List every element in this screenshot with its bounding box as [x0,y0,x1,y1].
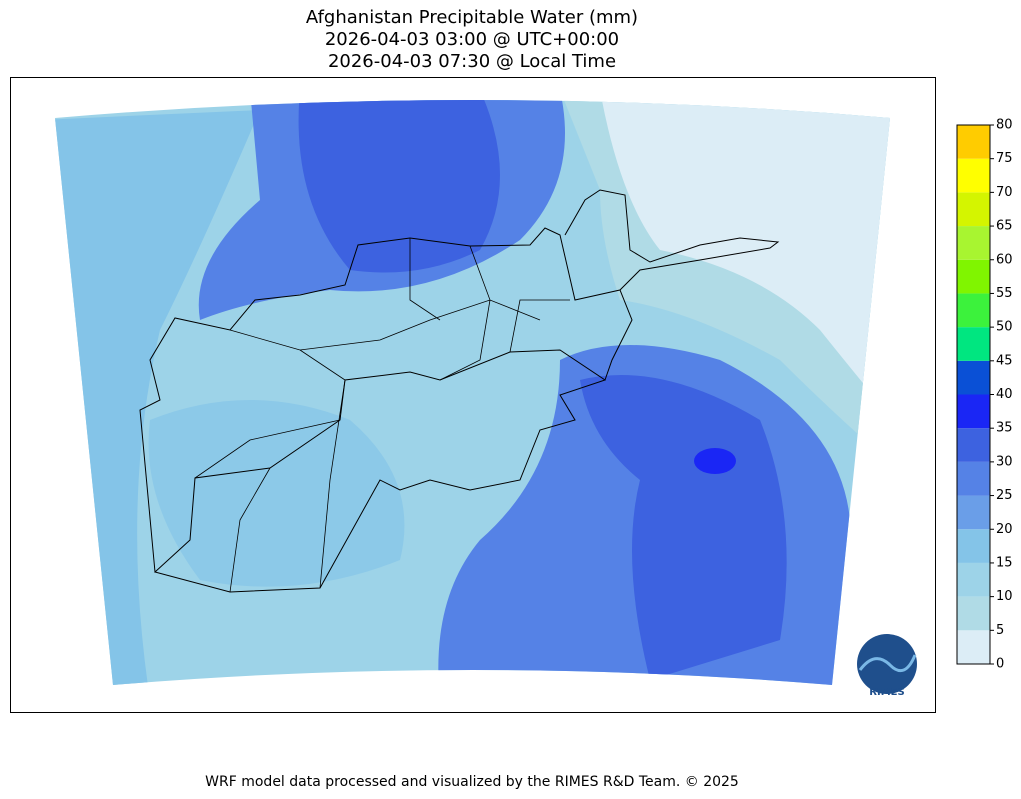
colorbar-segment [957,461,990,496]
colorbar-segment [957,192,990,227]
colorbar-segment [957,293,990,328]
map-field [55,100,890,685]
colorbar-segment [957,562,990,597]
colorbar-tick-label: 70 [996,185,1013,200]
colorbar-tick-label: 15 [996,555,1013,570]
title-line: 2026-04-03 07:30 @ Local Time [328,51,616,72]
colorbar-tick-label: 0 [996,657,1004,672]
colorbar-segment [957,158,990,193]
colorbar-segment [957,428,990,462]
logo-wave [858,654,917,673]
colorbar-segment [957,529,990,563]
colorbar-tick-label: 30 [996,454,1013,469]
colorbar-tick-label: 75 [996,151,1013,166]
colorbar-tick-label: 40 [996,387,1013,402]
footer: WRF model data processed and visualized … [205,774,739,790]
map-frame [10,77,936,713]
colorbar-tick-label: 25 [996,488,1013,503]
title-line: 2026-04-03 03:00 @ UTC+00:00 [325,29,619,50]
colorbar-segment [957,630,990,664]
colorbar-tick-label: 10 [996,589,1013,604]
colorbar-segment [957,360,990,395]
colorbar-segment [957,327,990,361]
colorbar-segment [957,596,990,631]
colorbar: 0 5 10 15 20 25 30 35 40 45 50 55 60 65 70 75 80 [956,118,1013,672]
colorbar-tick-label: 65 [996,219,1013,234]
colorbar-tick-label: 80 [996,118,1013,133]
colorbar-segment [957,495,990,530]
colorbar-segment [957,394,990,429]
colorbar-tick-label: 35 [996,421,1013,436]
country-border [139,227,633,593]
logo-text: RIMES [869,687,904,698]
province-border [194,238,570,593]
colorbar-tick-label: 50 [996,320,1013,335]
title-line: Afghanistan Precipitable Water (mm) [306,7,638,28]
colorbar-tick-label: 45 [996,353,1013,368]
border-line [564,189,780,291]
colorbar-tick-label: 20 [996,522,1013,537]
colorbar-tick-label: 60 [996,252,1013,267]
colorbar-segment [957,125,990,159]
colorbar-tick-label: 5 [996,623,1004,638]
colorbar-segment [957,259,990,294]
colorbar-tick-label: 55 [996,286,1013,301]
colorbar-segment [957,226,990,260]
